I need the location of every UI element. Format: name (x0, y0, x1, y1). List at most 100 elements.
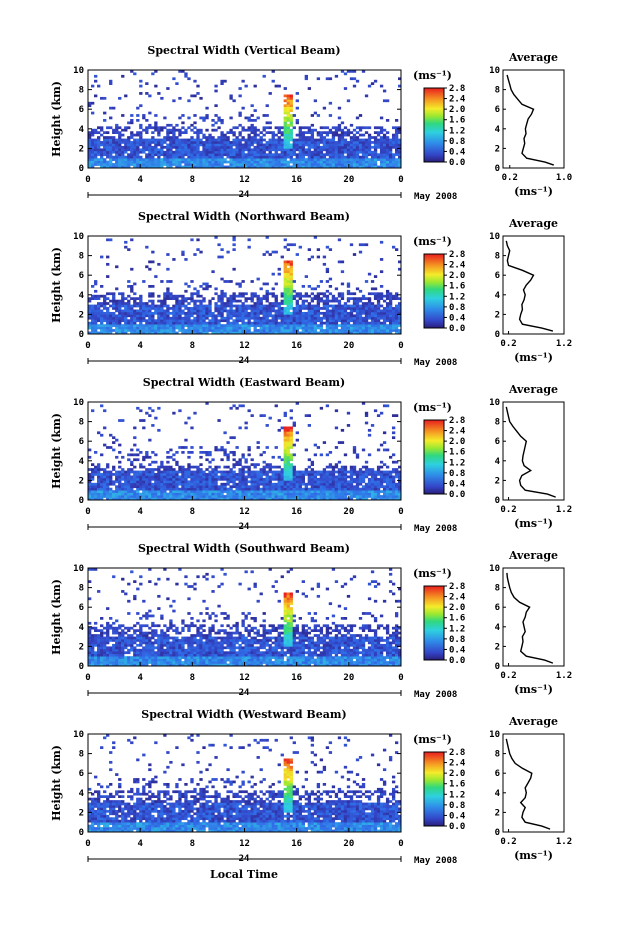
colorbar-tick-label: 2.0 (449, 105, 465, 115)
x-tick-label: 0 (398, 175, 403, 185)
y-tick-label: 6 (79, 105, 84, 115)
y-tick-label: 0 (79, 662, 84, 672)
y-tick-label: 6 (79, 271, 84, 281)
colorbar-tick-label: 2.0 (449, 769, 465, 779)
beam-panel: Spectral Width (Vertical Beam)0246810Hei… (50, 44, 572, 202)
profile-x-tick: 1.2 (556, 837, 572, 847)
x-tick-label: 0 (398, 341, 403, 351)
profile-y-tick: 8 (495, 584, 500, 594)
y-tick-label: 8 (79, 584, 84, 594)
x-tick-label: 16 (291, 673, 302, 683)
x-tick-label: 12 (239, 507, 250, 517)
colorbar (423, 419, 445, 495)
profile-x-tick: 1.2 (556, 671, 572, 681)
profile-y-tick: 10 (489, 564, 500, 574)
colorbar (423, 253, 445, 329)
colorbar-tick-label: 2.0 (449, 603, 465, 613)
colorbar-tick-label: 1.2 (449, 126, 465, 136)
profile-y-tick: 10 (489, 398, 500, 408)
y-tick-label: 6 (79, 769, 84, 779)
x-tick-label: 20 (343, 673, 354, 683)
colorbar-unit: (ms⁻¹) (413, 567, 452, 580)
beam-panel: Spectral Width (Northward Beam)0246810He… (50, 210, 572, 368)
profile-y-tick: 2 (495, 808, 500, 818)
colorbar-tick-label: 2.8 (449, 582, 465, 592)
colorbar-tick-label: 0.0 (449, 822, 465, 832)
profile-unit: (ms⁻¹) (514, 683, 553, 696)
x-tick-label: 4 (137, 341, 143, 351)
profile-title: Average (508, 383, 558, 396)
y-tick-label: 10 (73, 730, 84, 740)
profile-y-tick: 8 (495, 252, 500, 262)
heatmap-cells (88, 568, 402, 667)
colorbar-tick-label: 2.8 (449, 250, 465, 260)
colorbar-tick-label: 2.8 (449, 748, 465, 758)
colorbar-tick-label: 1.2 (449, 624, 465, 634)
x-tick-label: 12 (239, 673, 250, 683)
profile-y-tick: 4 (495, 125, 501, 135)
profile-unit: (ms⁻¹) (514, 517, 553, 530)
month-label: May 2008 (414, 690, 457, 700)
beam-panel: Spectral Width (Eastward Beam)0246810Hei… (50, 376, 572, 534)
profile-title: Average (508, 51, 558, 64)
colorbar-tick-label: 0.4 (449, 147, 466, 157)
month-label: May 2008 (414, 192, 457, 202)
profile-frame (502, 69, 565, 169)
profile-frame (502, 733, 565, 833)
colorbar-tick-label: 1.2 (449, 292, 465, 302)
colorbar-tick-label: 1.6 (449, 116, 465, 126)
x-tick-label: 20 (343, 507, 354, 517)
x-tick-label: 20 (343, 341, 354, 351)
colorbar-tick-label: 1.6 (449, 780, 465, 790)
y-tick-label: 10 (73, 66, 84, 76)
x-tick-label: 0 (398, 673, 403, 683)
profile-unit: (ms⁻¹) (514, 185, 553, 198)
colorbar-tick-label: 0.8 (449, 469, 465, 479)
x-tick-label: 16 (291, 341, 302, 351)
profile-y-tick: 8 (495, 86, 500, 96)
y-axis-label: Height (km) (50, 579, 63, 655)
profile-y-tick: 6 (495, 603, 500, 613)
x-tick-label: 4 (137, 673, 143, 683)
x-tick-label: 8 (190, 341, 195, 351)
colorbar-tick-label: 2.4 (449, 593, 466, 603)
colorbar (423, 585, 445, 661)
colorbar-unit: (ms⁻¹) (413, 401, 452, 414)
day-label: 24 (239, 854, 250, 864)
profile-y-tick: 10 (489, 232, 500, 242)
colorbar-tick-label: 0.0 (449, 158, 465, 168)
y-tick-label: 4 (79, 457, 85, 467)
profile-y-tick: 6 (495, 105, 500, 115)
colorbar-tick-label: 1.6 (449, 614, 465, 624)
y-tick-label: 10 (73, 398, 84, 408)
profile-y-tick: 4 (495, 623, 501, 633)
x-tick-label: 4 (137, 507, 143, 517)
profile-y-tick: 10 (489, 730, 500, 740)
colorbar-tick-label: 0.0 (449, 490, 465, 500)
x-tick-label: 8 (190, 175, 195, 185)
profile-y-tick: 4 (495, 457, 501, 467)
day-label: 24 (239, 688, 250, 698)
colorbar-unit: (ms⁻¹) (413, 235, 452, 248)
y-axis-label: Height (km) (50, 247, 63, 323)
y-tick-label: 10 (73, 232, 84, 242)
colorbar-tick-label: 0.8 (449, 137, 465, 147)
profile-line (505, 240, 554, 332)
profile-x-tick: 1.2 (556, 339, 572, 349)
y-tick-label: 6 (79, 437, 84, 447)
y-axis-label: Height (km) (50, 413, 63, 489)
x-tick-label: 20 (343, 175, 354, 185)
heatmap-cells (88, 734, 402, 833)
profile-line (506, 572, 554, 664)
colorbar-tick-label: 2.0 (449, 437, 465, 447)
day-label: 24 (239, 356, 250, 366)
panel-title: Spectral Width (Eastward Beam) (143, 376, 345, 389)
y-tick-label: 8 (79, 86, 84, 96)
panel-title: Spectral Width (Southward Beam) (138, 542, 350, 555)
profile-x-tick: 0.2 (500, 671, 516, 681)
profile-y-tick: 10 (489, 66, 500, 76)
profile-title: Average (508, 549, 558, 562)
panel-title: Spectral Width (Vertical Beam) (147, 44, 340, 57)
day-label: 24 (239, 190, 250, 200)
